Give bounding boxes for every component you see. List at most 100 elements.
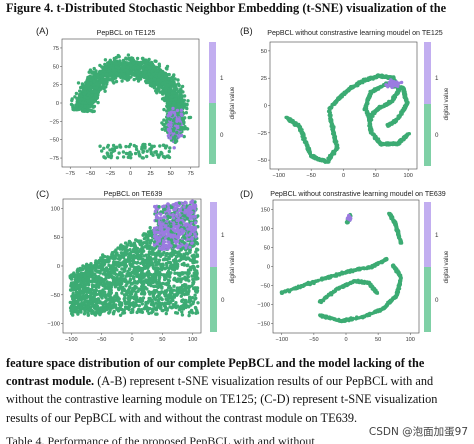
- point-class-0: [114, 61, 119, 66]
- point-class-0: [149, 82, 153, 87]
- point-class-0: [152, 64, 156, 68]
- point-class-0: [138, 77, 143, 81]
- point-class-0: [129, 156, 133, 160]
- point-class-0: [127, 239, 132, 244]
- point-class-0: [112, 56, 117, 61]
- point-class-0: [165, 64, 170, 69]
- point-class-0: [83, 95, 87, 99]
- panel-label-a: (A): [36, 26, 49, 37]
- point-class-0: [175, 87, 179, 91]
- point-mixed: [175, 130, 179, 135]
- point-class-0: [187, 298, 191, 303]
- panel-a: (A) PepBCL on TE125 −75 −50 −25 0 25 50 75 75 50…: [26, 22, 240, 180]
- point-class-0: [136, 289, 140, 293]
- point-class-0: [164, 86, 168, 90]
- point-class-0: [135, 56, 140, 61]
- y-tick-label: 75: [53, 46, 59, 52]
- point-class-0: [328, 109, 332, 114]
- point-class-0: [107, 311, 111, 315]
- point-class-0: [171, 101, 176, 105]
- point-class-0: [152, 77, 157, 82]
- point-class-0: [181, 90, 185, 94]
- point-class-0: [160, 81, 164, 86]
- point-class-0: [372, 89, 376, 93]
- point-class-0: [174, 94, 178, 98]
- point-class-0: [383, 102, 388, 107]
- point-class-0: [164, 311, 168, 316]
- point-class-0: [402, 104, 407, 108]
- point-class-0: [144, 62, 148, 66]
- point-class-0: [152, 86, 156, 90]
- point-class-0: [401, 108, 406, 113]
- point-class-0: [136, 65, 140, 70]
- point-class-0: [174, 97, 178, 101]
- point-class-0: [109, 151, 113, 155]
- point-class-0: [135, 60, 140, 65]
- point-class-0: [182, 134, 186, 139]
- point-class-0: [170, 91, 174, 95]
- plot-title-b: PepBCL without constrastive learning mou…: [267, 29, 443, 37]
- point-class-0: [168, 146, 172, 150]
- point-class-0: [109, 155, 113, 160]
- point-class-0: [104, 65, 108, 69]
- point-class-0: [166, 299, 170, 303]
- y-tick-label: 0: [264, 104, 267, 110]
- point-mixed: [171, 119, 176, 123]
- point-class-0: [179, 94, 183, 98]
- point-class-1: [390, 83, 394, 87]
- point-class-0: [121, 155, 126, 159]
- point-class-0: [375, 139, 380, 143]
- point-class-0: [91, 100, 95, 105]
- point-class-0: [175, 279, 180, 283]
- point-class-0: [119, 69, 124, 73]
- point-class-0: [399, 111, 403, 116]
- point-class-0: [117, 55, 121, 59]
- x-tick-label: 25: [147, 171, 153, 177]
- point-class-0: [119, 75, 123, 80]
- point-class-0: [131, 61, 136, 65]
- x-tick-label: −75: [65, 171, 75, 177]
- point-class-0: [99, 78, 104, 83]
- point-class-0: [149, 62, 153, 67]
- point-class-0: [101, 84, 105, 88]
- point-mixed: [172, 146, 176, 150]
- point-class-0: [164, 144, 169, 148]
- point-class-0: [145, 246, 149, 250]
- point-class-0: [70, 97, 74, 101]
- point-class-0: [86, 99, 90, 103]
- point-class-0: [123, 296, 127, 300]
- point-class-0: [165, 263, 169, 267]
- point-class-0: [127, 75, 131, 79]
- point-class-0: [361, 80, 365, 85]
- point-class-0: [172, 88, 176, 92]
- x-tick-label: 75: [188, 171, 194, 177]
- point-class-0: [108, 148, 112, 152]
- point-mixed: [174, 105, 179, 109]
- point-class-0: [93, 313, 98, 317]
- point-class-0: [404, 96, 408, 100]
- point-class-0: [158, 79, 163, 83]
- point-class-0: [167, 89, 171, 94]
- point-class-0: [111, 66, 115, 70]
- figure-title: Figure 4. t-Distributed Stochastic Neigh…: [6, 1, 447, 15]
- point-class-0: [106, 143, 111, 148]
- point-class-0: [147, 65, 152, 70]
- x-tick-label: 50: [373, 173, 379, 179]
- point-class-0: [196, 301, 200, 305]
- x-tick-label: −50: [86, 171, 96, 177]
- point-class-0: [179, 104, 184, 109]
- point-class-0: [172, 84, 176, 88]
- plot-title-a: PepBCL on TE125: [97, 29, 156, 37]
- point-class-0: [131, 275, 136, 279]
- point-class-0: [93, 89, 98, 94]
- point-class-0: [116, 66, 121, 70]
- point-class-0: [155, 153, 159, 157]
- point-class-0: [126, 53, 131, 57]
- point-class-0: [147, 252, 151, 257]
- point-class-0: [389, 141, 393, 145]
- point-class-0: [188, 250, 192, 254]
- point-class-0: [167, 107, 171, 112]
- point-class-0: [130, 71, 134, 75]
- y-tick-label: −25: [258, 131, 268, 137]
- x-tick-label: −100: [273, 173, 286, 179]
